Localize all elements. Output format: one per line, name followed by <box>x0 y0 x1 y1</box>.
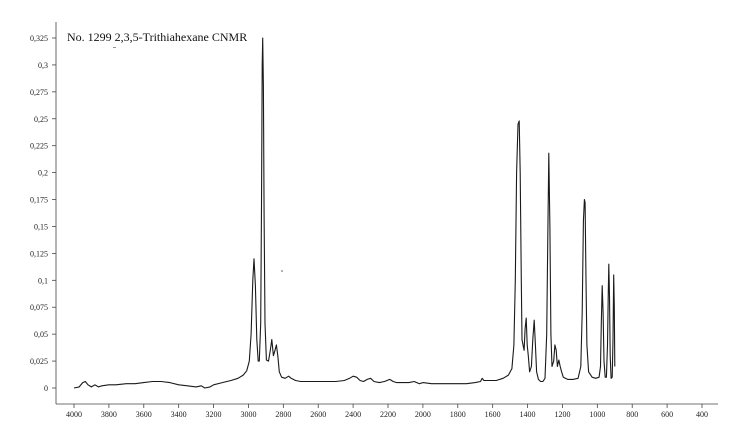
y-tick-label: 0 <box>44 384 48 393</box>
x-tick-label: 1400 <box>520 410 536 419</box>
y-tick-label: 0,1 <box>38 276 48 285</box>
x-tick-label: 2200 <box>380 410 396 419</box>
y-tick-label: 0,125 <box>30 249 48 258</box>
y-tick-label: 0,05 <box>34 330 48 339</box>
x-tick-label: 400 <box>696 410 708 419</box>
x-tick-label: 3400 <box>171 410 187 419</box>
stray-dot-mark <box>281 270 283 272</box>
stray-dash-mark <box>113 47 116 48</box>
spectrum-line <box>73 37 616 389</box>
x-tick-label: 2800 <box>275 410 291 419</box>
y-tick-label: 0,25 <box>34 115 48 124</box>
y-tick-label: 0,2 <box>38 169 48 178</box>
x-tick-label: 1000 <box>589 410 605 419</box>
y-tick-label: 0,325 <box>30 34 48 43</box>
x-tick-label: 2400 <box>345 410 361 419</box>
x-axis-ticks: 4000 3800 3600 3400 3200 3000 2800 2600 2400 2200… <box>66 404 708 419</box>
y-tick-label: 0,15 <box>34 222 48 231</box>
y-tick-label: 0,3 <box>38 61 48 70</box>
x-tick-label: 3000 <box>240 410 256 419</box>
y-tick-label: 0,225 <box>30 142 48 151</box>
y-tick-label: 0,175 <box>30 196 48 205</box>
y-axis-ticks: 0 0,025 0,05 0,075 0,1 0,125 0,15 0,175 0,2 0,225… <box>30 34 56 393</box>
x-tick-label: 3600 <box>136 410 152 419</box>
x-tick-label: 2000 <box>415 410 431 419</box>
x-tick-label: 3800 <box>101 410 117 419</box>
y-tick-label: 0,025 <box>30 357 48 366</box>
series-layer <box>73 37 616 389</box>
x-tick-label: 600 <box>661 410 673 419</box>
x-tick-label: 1200 <box>554 410 570 419</box>
x-tick-label: 1600 <box>485 410 501 419</box>
x-tick-label: 4000 <box>66 410 82 419</box>
y-tick-label: 0,275 <box>30 88 48 97</box>
x-tick-label: 1800 <box>450 410 466 419</box>
chart-title: No. 1299 2,3,5-Trithiahexane CNMR <box>67 30 248 44</box>
x-tick-label: 3200 <box>206 410 222 419</box>
x-tick-label: 2600 <box>310 410 326 419</box>
x-tick-label: 800 <box>626 410 638 419</box>
y-tick-label: 0,075 <box>30 303 48 312</box>
